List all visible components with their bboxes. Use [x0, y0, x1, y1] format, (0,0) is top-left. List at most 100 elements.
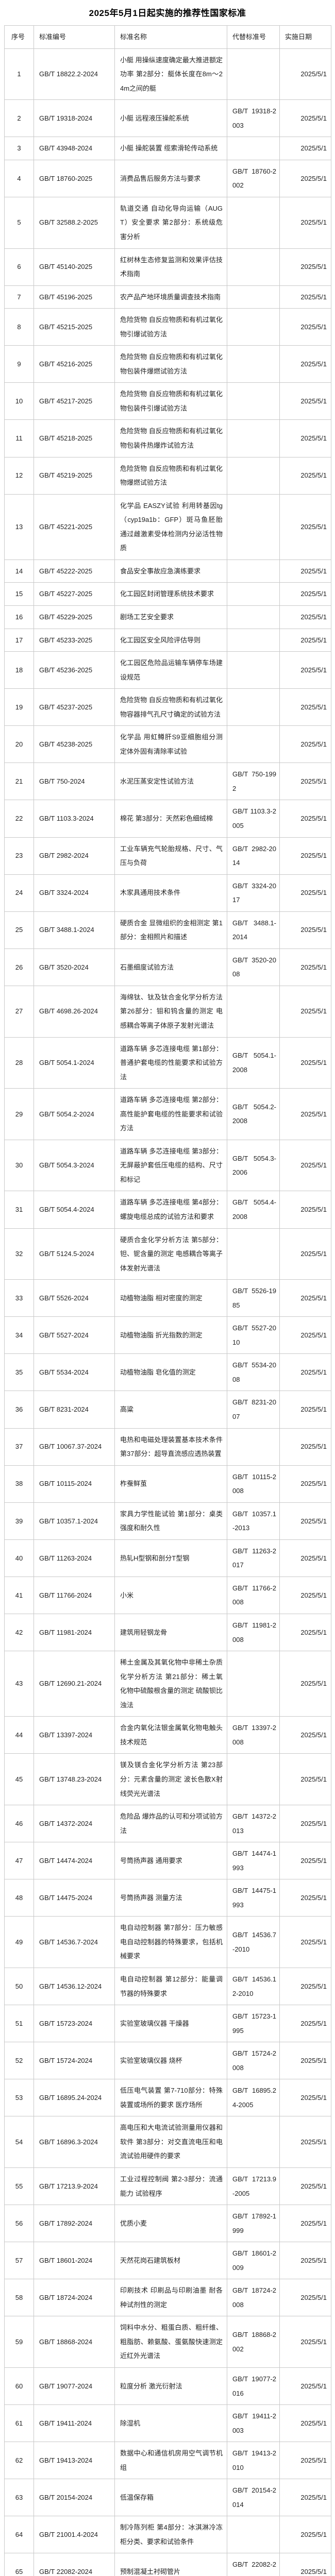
- standard-code: GB/T 11766-2024: [34, 1576, 115, 1615]
- replaced-code: GB/T 5534-2008: [227, 1353, 280, 1392]
- standard-code: GB/T 5054.1-2024: [34, 1037, 115, 1089]
- table-row: 51 GB/T 15723-2024 实验室玻璃仪器 干燥器 GB/T 15723-1…: [4, 2005, 331, 2043]
- table-row: 50 GB/T 14536.12-2024 电自动控制器 第12部分：能量调节器的特…: [4, 1967, 331, 2006]
- row-number: 29: [4, 1088, 34, 1140]
- row-number: 21: [4, 762, 34, 801]
- standard-code: GB/T 18724-2024: [34, 2279, 115, 2317]
- replaced-code: GB/T 17892-1999: [227, 2205, 280, 2243]
- replaced-code: [227, 628, 280, 652]
- table-row: 52 GB/T 15724-2024 实验室玻璃仪器 烧杯 GB/T 15724-20…: [4, 2042, 331, 2080]
- standard-name: 食品安全事故应急演练要求: [114, 559, 227, 583]
- replaced-code: GB/T 8231-2007: [227, 1391, 280, 1429]
- replaced-code: GB/T 14475-1993: [227, 1879, 280, 1917]
- row-number: 56: [4, 2205, 34, 2243]
- implementation-date: 2025/5/1: [279, 1916, 331, 1968]
- replaced-code: [227, 137, 280, 160]
- standard-code: GB/T 16896.3-2024: [34, 2116, 115, 2168]
- replaced-code: GB/T 5054.1-2008: [227, 1037, 280, 1089]
- standard-name: 柞蚕鲜茧: [114, 1465, 227, 1503]
- implementation-date: 2025/5/1: [279, 1088, 331, 1140]
- implementation-date: 2025/5/1: [279, 1316, 331, 1354]
- implementation-date: 2025/5/1: [279, 2005, 331, 2043]
- implementation-date: 2025/5/1: [279, 2479, 331, 2517]
- standard-code: GB/T 45140-2025: [34, 248, 115, 286]
- implementation-date: 2025/5/1: [279, 1716, 331, 1754]
- row-number: 7: [4, 285, 34, 309]
- row-number: 11: [4, 419, 34, 457]
- replaced-code: GB/T 11263-2017: [227, 1539, 280, 1577]
- standard-name: 危险货物 自反应物质和有机过氧化物引爆试验方法: [114, 308, 227, 346]
- standard-code: GB/T 45215-2025: [34, 308, 115, 346]
- implementation-date: 2025/5/1: [279, 345, 331, 383]
- row-number: 36: [4, 1391, 34, 1429]
- table-row: 34 GB/T 5527-2024 动植物油脂 折光指数的测定 GB/T 5527-2…: [4, 1316, 331, 1354]
- row-number: 63: [4, 2479, 34, 2517]
- row-number: 9: [4, 345, 34, 383]
- standard-name: 高电压和大电流试验测量用仪器和软件 第3部分：对交直流电压和电流试验用硬件的要求: [114, 2116, 227, 2168]
- row-number: 13: [4, 494, 34, 560]
- table-row: 26 GB/T 3520-2024 石墨细度试验方法 GB/T 3520-2008 20…: [4, 948, 331, 986]
- standard-code: GB/T 15723-2024: [34, 2005, 115, 2043]
- standard-name: 号筒扬声器 通用要求: [114, 1842, 227, 1880]
- replaced-code: [227, 559, 280, 583]
- standard-name: 合金内氧化法银金属氧化物电触头技术规范: [114, 1716, 227, 1754]
- standard-name: 化工园区危险品运输车辆停车场建设规范: [114, 651, 227, 689]
- implementation-date: 2025/5/1: [279, 605, 331, 629]
- table-row: 14 GB/T 45222-2025 食品安全事故应急演练要求 2025/5/1: [4, 559, 331, 583]
- standard-name: 低压电气装置 第7-710部分：特殊装置或场所的要求 医疗场所: [114, 2079, 227, 2117]
- replaced-code: GB/T 18868-2002: [227, 2316, 280, 2368]
- standard-name: 动植物油脂 折光指数的测定: [114, 1316, 227, 1354]
- standard-code: GB/T 14372-2024: [34, 1805, 115, 1843]
- standard-name: 石墨细度试验方法: [114, 948, 227, 986]
- table-row: 57 GB/T 18601-2024 天然花岗石建筑板材 GB/T 18601-200…: [4, 2242, 331, 2280]
- table-row: 53 GB/T 16895.24-2024 低压电气装置 第7-710部分：特殊装置…: [4, 2079, 331, 2117]
- standard-name: 电自动控制器 第12部分：能量调节器的特殊要求: [114, 1967, 227, 2006]
- row-number: 24: [4, 874, 34, 912]
- standard-name: 硬质合金化学分析方法 第5部分：钽、铌含量的测定 电感耦合等离子体发射光谱法: [114, 1228, 227, 1280]
- standard-name: 农产品产地环境质量调查技术指南: [114, 285, 227, 309]
- row-number: 16: [4, 605, 34, 629]
- row-number: 14: [4, 559, 34, 583]
- table-row: 37 GB/T 10067.37-2024 电热和电磁处理装置基本技术条件 第37部…: [4, 1428, 331, 1466]
- row-number: 34: [4, 1316, 34, 1354]
- implementation-date: 2025/5/1: [279, 1539, 331, 1577]
- standard-code: GB/T 19413-2024: [34, 2442, 115, 2480]
- standard-code: GB/T 5124.5-2024: [34, 1228, 115, 1280]
- row-number: 30: [4, 1139, 34, 1192]
- replaced-code: [227, 48, 280, 100]
- replaced-code: [227, 2516, 280, 2554]
- implementation-date: 2025/5/1: [279, 874, 331, 912]
- implementation-date: 2025/5/1: [279, 2079, 331, 2117]
- standard-code: GB/T 10115-2024: [34, 1465, 115, 1503]
- implementation-date: 2025/5/1: [279, 2316, 331, 2368]
- standard-name: 实验室玻璃仪器 烧杯: [114, 2042, 227, 2080]
- table-row: 60 GB/T 19077-2024 粒度分析 激光衍射法 GB/T 19077-20…: [4, 2367, 331, 2405]
- standard-code: GB/T 18868-2024: [34, 2316, 115, 2368]
- standard-code: GB/T 45229-2025: [34, 605, 115, 629]
- standard-code: GB/T 18760-2025: [34, 159, 115, 197]
- table-row: 47 GB/T 14474-2024 号筒扬声器 通用要求 GB/T 14474-19…: [4, 1842, 331, 1880]
- standard-code: GB/T 14474-2024: [34, 1842, 115, 1880]
- standard-name: 小米: [114, 1576, 227, 1615]
- standard-name: 棉花 第3部分：天然彩色细绒棉: [114, 800, 227, 838]
- standard-code: GB/T 5526-2024: [34, 1279, 115, 1317]
- standard-name: 消费品售后服务方法与要求: [114, 159, 227, 197]
- implementation-date: 2025/5/1: [279, 762, 331, 801]
- implementation-date: 2025/5/1: [279, 2116, 331, 2168]
- replaced-code: GB/T 22082-2017: [227, 2553, 280, 2576]
- row-number: 2: [4, 99, 34, 138]
- row-number: 53: [4, 2079, 34, 2117]
- row-number: 12: [4, 456, 34, 495]
- standard-code: GB/T 5054.4-2024: [34, 1191, 115, 1229]
- implementation-date: 2025/5/1: [279, 725, 331, 764]
- replaced-code: [227, 651, 280, 689]
- table-row: 11 GB/T 45218-2025 危险货物 自反应物质和有机过氧化物包装件热爆炸…: [4, 419, 331, 457]
- replaced-code: GB/T 5527-2010: [227, 1316, 280, 1354]
- standard-code: GB/T 17213.9-2024: [34, 2167, 115, 2206]
- standard-name: 危险货物 自反应物质和有机过氧化物包装件爆燃试验方法: [114, 345, 227, 383]
- table-row: 61 GB/T 19411-2024 除湿机 GB/T 19411-2003 2025/…: [4, 2404, 331, 2443]
- row-number: 6: [4, 248, 34, 286]
- implementation-date: 2025/5/1: [279, 2404, 331, 2443]
- replaced-code: [227, 308, 280, 346]
- table-row: 43 GB/T 12690.21-2024 稀土金属及其氧化物中非稀土杂质化学分析方…: [4, 1651, 331, 1717]
